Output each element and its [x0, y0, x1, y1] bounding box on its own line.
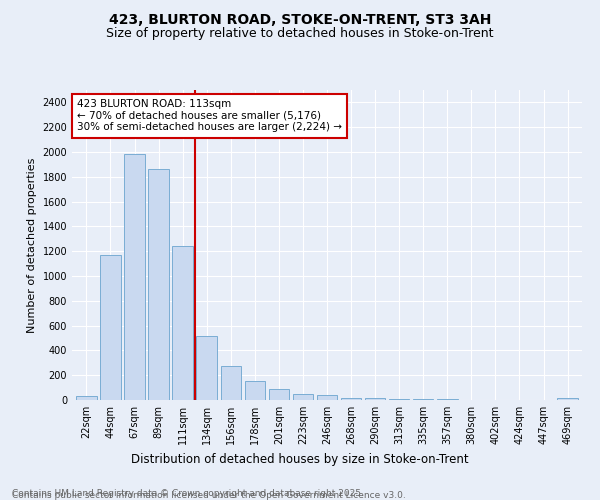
Bar: [76, 396, 97, 400]
Bar: [100, 255, 121, 400]
Bar: [245, 382, 265, 400]
Text: Contains public sector information licensed under the Open Government Licence v3: Contains public sector information licen…: [12, 491, 406, 500]
Bar: [221, 366, 241, 400]
Bar: [269, 389, 289, 400]
Bar: [365, 398, 385, 400]
Bar: [341, 398, 361, 400]
Bar: [172, 246, 193, 400]
Text: 423 BLURTON ROAD: 113sqm
← 70% of detached houses are smaller (5,176)
30% of sem: 423 BLURTON ROAD: 113sqm ← 70% of detach…: [77, 100, 342, 132]
Bar: [557, 398, 578, 400]
Text: Distribution of detached houses by size in Stoke-on-Trent: Distribution of detached houses by size …: [131, 452, 469, 466]
Text: Size of property relative to detached houses in Stoke-on-Trent: Size of property relative to detached ho…: [106, 28, 494, 40]
Bar: [148, 170, 169, 400]
Y-axis label: Number of detached properties: Number of detached properties: [27, 158, 37, 332]
Text: Contains HM Land Registry data © Crown copyright and database right 2025.: Contains HM Land Registry data © Crown c…: [12, 488, 364, 498]
Bar: [317, 395, 337, 400]
Bar: [389, 399, 409, 400]
Bar: [124, 154, 145, 400]
Bar: [196, 336, 217, 400]
Bar: [413, 399, 433, 400]
Text: 423, BLURTON ROAD, STOKE-ON-TRENT, ST3 3AH: 423, BLURTON ROAD, STOKE-ON-TRENT, ST3 3…: [109, 12, 491, 26]
Bar: [293, 394, 313, 400]
